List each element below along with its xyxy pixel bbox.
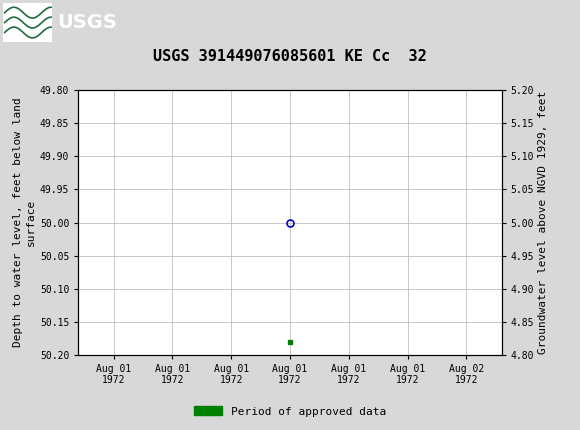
Y-axis label: Groundwater level above NGVD 1929, feet: Groundwater level above NGVD 1929, feet — [538, 91, 549, 354]
Legend: Period of approved data: Period of approved data — [190, 402, 390, 421]
Y-axis label: Depth to water level, feet below land
surface: Depth to water level, feet below land su… — [13, 98, 36, 347]
FancyBboxPatch shape — [3, 3, 52, 42]
Text: USGS: USGS — [57, 13, 117, 32]
Text: USGS 391449076085601 KE Cc  32: USGS 391449076085601 KE Cc 32 — [153, 49, 427, 64]
